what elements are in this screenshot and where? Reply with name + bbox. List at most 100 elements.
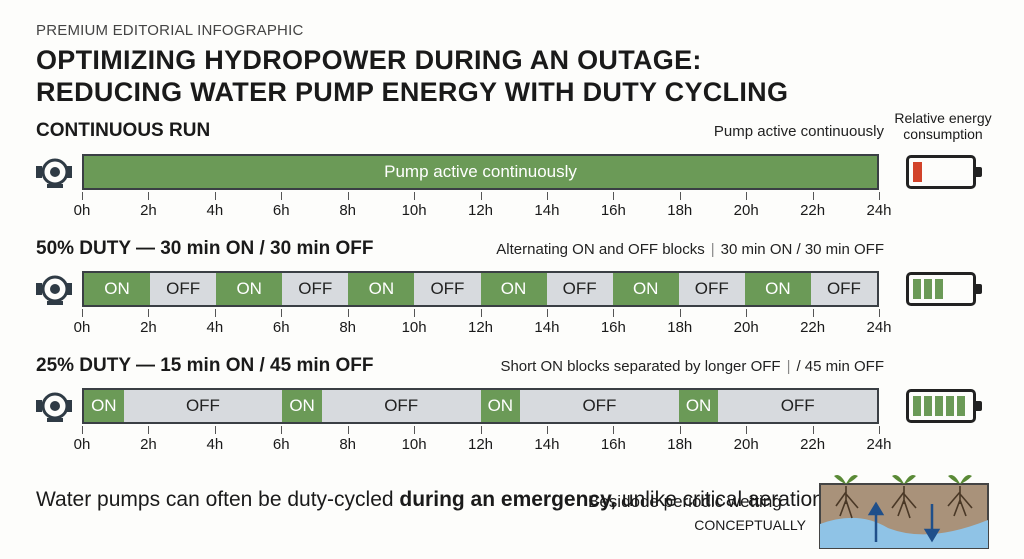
water-arrows-icon (867, 501, 941, 543)
axis-tick-label: 0h (73, 319, 91, 336)
axis-tick-label: 12h (467, 319, 494, 336)
axis-tick-label: 2h (140, 319, 157, 336)
soil-wetting-illustration (819, 475, 989, 549)
axis-tick-label: 14h (534, 202, 560, 219)
axis-tick-label: 2h (140, 436, 157, 453)
axis-tick-label: 2h (140, 202, 157, 219)
section-title-25: 25% DUTY — 15 min ON / 45 min OFF (36, 355, 374, 376)
axis-tick-label: 8h (339, 436, 356, 453)
axis-tick (480, 192, 482, 200)
axis-tick (148, 309, 150, 317)
note-separator: | (786, 358, 791, 375)
axis-tick (214, 309, 216, 317)
axis-tick (82, 309, 83, 317)
section-note-50-extra: 30 min ON / 30 min OFF (720, 241, 884, 258)
axis-tick (347, 309, 349, 317)
axis-tick-label: 0h (73, 202, 91, 219)
axis-tick-label: 20h (733, 436, 759, 453)
axis-tick-label: 22h (800, 202, 826, 219)
axis-tick (546, 426, 548, 434)
axis-tick-label: 22h (800, 436, 826, 453)
axis-tick (480, 309, 482, 317)
axis-tick (281, 192, 283, 200)
battery-icon-50 (906, 272, 982, 306)
axis-tick-label: 8h (339, 319, 356, 336)
sprouts-icon (834, 475, 972, 484)
axis-tick (679, 192, 681, 200)
axis-tick-label: 10h (401, 202, 427, 219)
battery-cell (946, 396, 954, 416)
battery-cell-low (913, 162, 922, 182)
section-note-50-main: Alternating ON and OFF blocks (496, 241, 705, 258)
axis-tick (347, 192, 349, 200)
axis-tick (414, 309, 416, 317)
section-note-25-main: Short ON blocks separated by longer OFF (500, 358, 781, 375)
duty-block-on: ON (480, 390, 521, 422)
soil-caption: Besidode periodic wetting (588, 492, 782, 511)
battery-cell (924, 396, 932, 416)
note-separator: | (710, 241, 715, 258)
footer-text-bold: during an emergency, (399, 488, 617, 511)
axis-tick (414, 426, 416, 434)
axis-tick-label: 16h (600, 202, 626, 219)
axis-tick (812, 426, 814, 434)
axis-tick (546, 192, 548, 200)
axis-tick-label: 10h (401, 319, 427, 336)
axis-tick-label: 12h (467, 436, 494, 453)
soil-subcaption: CONCEPTUALLY (694, 517, 806, 533)
page-title: OPTIMIZING HYDROPOWER DURING AN OUTAGE: … (36, 44, 788, 108)
axis-tick-label: 6h (272, 436, 290, 453)
section-note-25-extra: / 45 min OFF (796, 358, 884, 375)
axis-tick (613, 426, 615, 434)
axis-tick-label: 24h (866, 436, 892, 453)
axis-tick-label: 14h (534, 436, 560, 453)
axis-continuous: 0h 2h 4h 6h 8h 10h 12h 14h 16h 18h 20h 22h 24h (74, 192, 892, 222)
duty-block-off: OFF (282, 273, 349, 305)
axis-tick-label: 16h (600, 319, 626, 336)
battery-cell (913, 396, 921, 416)
axis-tick-label: 6h (272, 319, 290, 336)
kicker-label: PREMIUM EDITORIAL INFOGRAPHIC (36, 22, 304, 39)
axis-tick (746, 192, 748, 200)
duty-block-off: OFF (520, 390, 679, 422)
axis-tick (281, 426, 283, 434)
duty-block-off: OFF (678, 273, 745, 305)
axis-tick-label: 18h (667, 436, 693, 453)
duty-block-off: OFF (546, 273, 613, 305)
battery-icon-continuous (906, 155, 982, 189)
axis-tick-label: 24h (866, 202, 892, 219)
axis-tick (414, 192, 416, 200)
axis-tick (214, 192, 216, 200)
duty-block-off: OFF (414, 273, 481, 305)
axis-tick (148, 426, 150, 434)
bar-block-continuous: Pump active continuously (84, 156, 877, 188)
section-note-continuous: Pump active continuously (713, 123, 884, 140)
duty-block-on: ON (84, 273, 151, 305)
section-title-50: 50% DUTY — 30 min ON / 30 min OFF (36, 238, 374, 259)
battery-cell (957, 396, 965, 416)
pump-icon (36, 158, 72, 188)
axis-tick-label: 6h (272, 202, 290, 219)
timeline-bar-25: ON OFF ON OFF ON OFF ON OFF (82, 388, 879, 424)
timeline-bar-50: ON OFF ON OFF ON OFF ON OFF ON OFF ON OFF (82, 271, 879, 307)
duty-block-on: ON (348, 273, 415, 305)
duty-block-off: OFF (321, 390, 481, 422)
footer-text-after: unlike critical aeration. (616, 488, 830, 511)
axis-tick-label: 12h (467, 202, 494, 219)
battery-cell (935, 279, 943, 299)
title-line-2: REDUCING WATER PUMP ENERGY WITH DUTY CYC… (36, 77, 789, 107)
axis-tick (82, 192, 83, 200)
axis-25: 0h 2h 4h 6h 8h 10h 12h 14h 16h 18h 20h 22h 24h (74, 426, 892, 456)
duty-block-on: ON (480, 273, 547, 305)
duty-block-off: OFF (718, 390, 877, 422)
section-note-25: Short ON blocks separated by longer OFF |… (500, 358, 884, 375)
axis-tick (879, 426, 880, 434)
roots-icon (835, 486, 973, 519)
axis-tick-label: 4h (206, 319, 224, 336)
axis-tick-label: 18h (667, 202, 693, 219)
duty-block-off: OFF (150, 273, 217, 305)
axis-tick-label: 0h (73, 436, 91, 453)
pump-icon (36, 275, 72, 305)
pump-icon (36, 392, 72, 422)
axis-tick (214, 426, 216, 434)
